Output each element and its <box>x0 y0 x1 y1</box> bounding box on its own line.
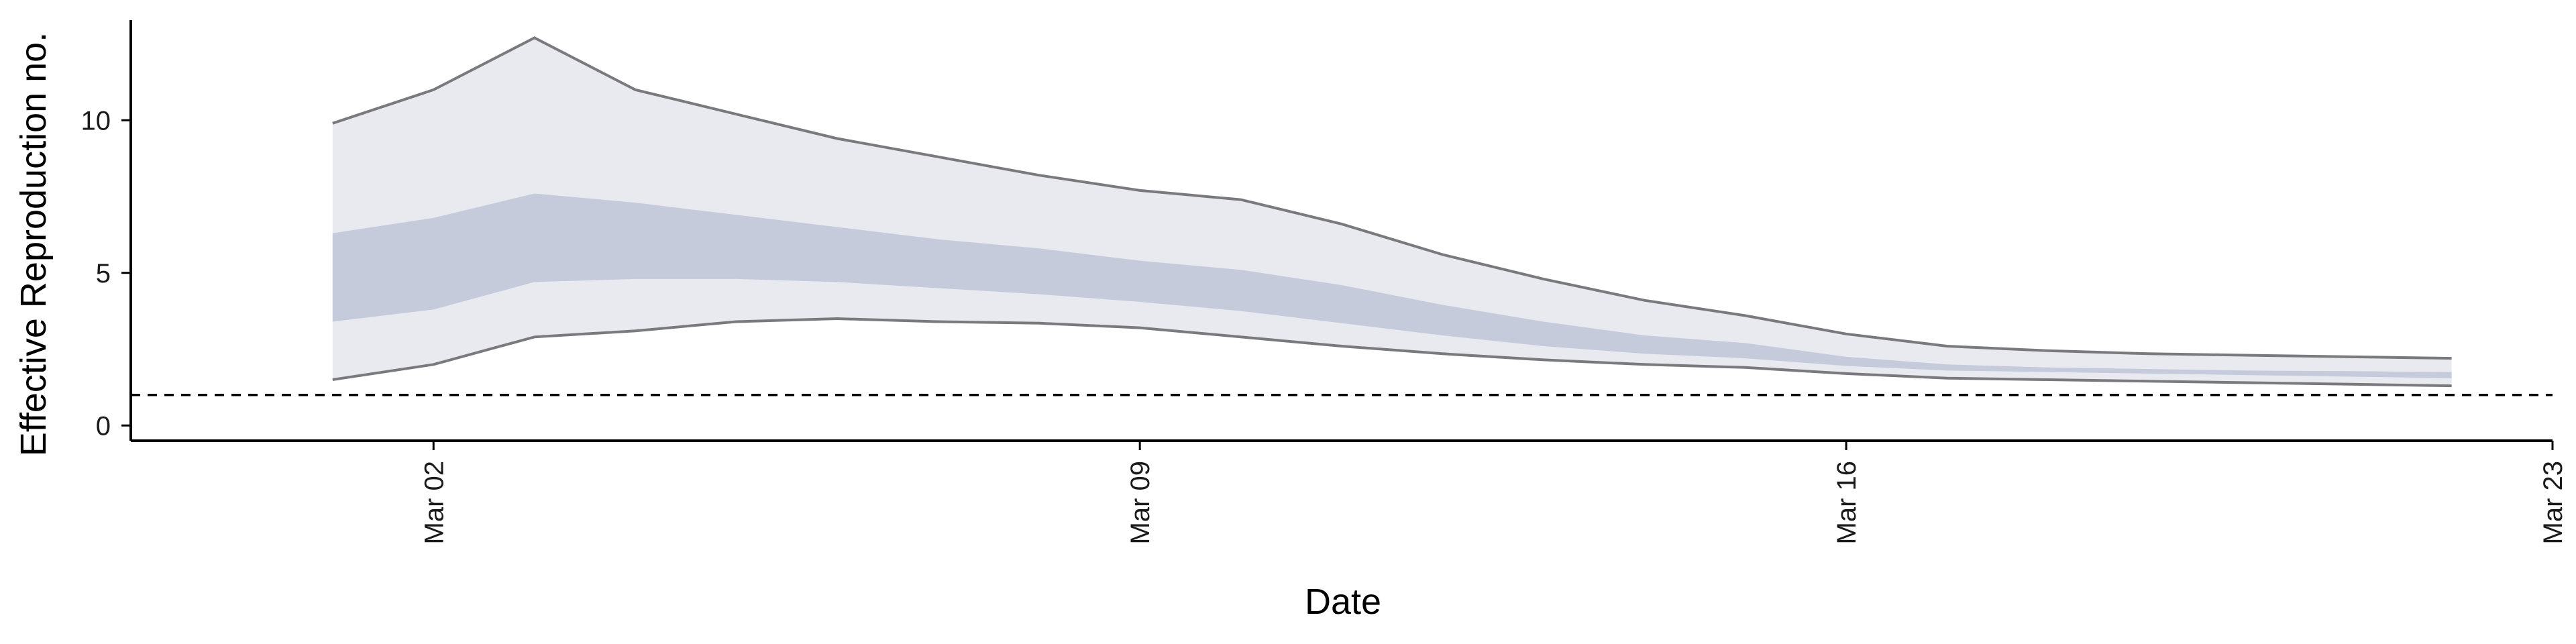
outer-credible-band <box>332 38 2452 386</box>
x-tick-label: Mar 16 <box>1832 461 1862 545</box>
x-tick-label: Mar 02 <box>419 461 449 545</box>
y-tick-label: 5 <box>96 259 111 288</box>
x-axis-title: Date <box>1305 582 1381 622</box>
inner-credible-band <box>332 193 2452 378</box>
x-tick-label: Mar 09 <box>1126 461 1155 545</box>
x-axis: Mar 02 Mar 09 Mar 16 Mar 23 <box>131 439 2568 545</box>
outer-band-lower-line <box>332 317 2452 388</box>
y-tick-label: 10 <box>81 106 111 136</box>
y-tick-label: 0 <box>96 411 111 441</box>
y-axis: 0 5 10 <box>81 20 132 441</box>
y-axis-title: Effective Reproduction no. <box>13 32 54 456</box>
x-tick-label: Mar 23 <box>2538 461 2568 545</box>
outer-band-upper-line <box>332 36 2452 360</box>
plot-area <box>131 36 2553 396</box>
